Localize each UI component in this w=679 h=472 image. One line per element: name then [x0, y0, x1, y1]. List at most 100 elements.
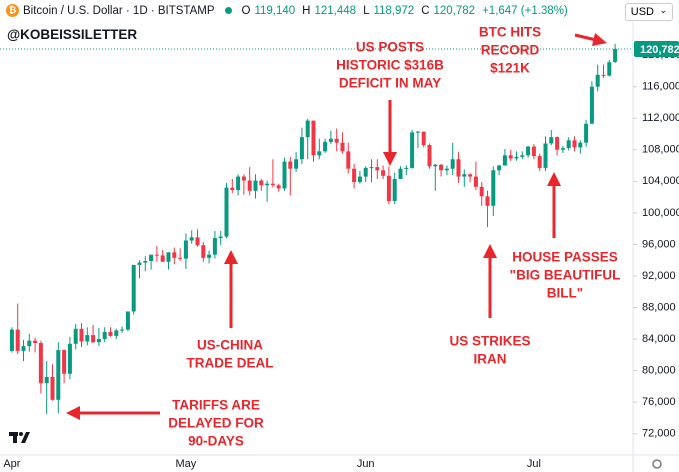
annotation: TARIFFS ARE — [172, 398, 260, 413]
candle-body — [398, 168, 403, 179]
annotation: "BIG BEAUTIFUL — [510, 268, 621, 283]
candle-body — [85, 335, 90, 342]
y-tick-label: 92,000 — [642, 270, 676, 282]
candle-body — [62, 350, 67, 374]
ohlc-label: C — [421, 4, 430, 17]
candle-body — [456, 159, 461, 177]
candle-body — [613, 48, 618, 62]
dropdown-caret: ⌄ — [659, 5, 667, 15]
candle-body — [183, 240, 188, 259]
candle-body — [531, 146, 536, 157]
x-tick-label: May — [176, 458, 197, 470]
candle-body — [392, 178, 397, 202]
candle-body — [410, 132, 415, 168]
candle-body — [102, 331, 107, 340]
annotation: BTC HITS — [479, 25, 541, 40]
candle-body — [224, 187, 229, 237]
watermark: @KOBEISSILETTER — [7, 27, 138, 42]
annotation: HISTORIC $316B — [336, 58, 444, 73]
x-tick-label: Jun — [357, 458, 375, 470]
change: +1,647 (+1.38%) — [482, 4, 568, 17]
y-tick-label: 72,000 — [642, 428, 676, 440]
candle-body — [595, 74, 600, 87]
candles — [9, 43, 618, 414]
candle-body — [386, 175, 391, 202]
candle-body — [265, 183, 270, 186]
candle-body — [149, 254, 154, 261]
candle-body — [427, 145, 432, 167]
top-bar: ₿ Bitcoin / U.S. Dollar · 1D · BITSTAMP … — [6, 4, 571, 17]
candle-body — [584, 123, 589, 143]
candle-body — [299, 137, 304, 160]
candle-body — [566, 140, 571, 149]
candle-body — [497, 165, 502, 171]
candle-body — [444, 168, 449, 171]
last-price-tag — [634, 40, 679, 57]
candle-body — [212, 238, 217, 255]
candle-body — [572, 140, 577, 148]
candle-body — [381, 170, 386, 176]
candle-body — [433, 164, 438, 167]
annotation: TRADE DEAL — [187, 356, 274, 371]
candle-body — [96, 339, 101, 343]
x-tick-label: Apr — [3, 458, 20, 470]
settings-icon[interactable] — [652, 459, 662, 469]
y-tick-label: 116,000 — [642, 81, 679, 93]
candle-body — [201, 245, 206, 258]
candle-body — [56, 350, 61, 400]
candle-body — [317, 151, 322, 156]
candle-body — [44, 376, 49, 384]
candle-body — [114, 330, 119, 336]
y-tick-label: 104,000 — [642, 175, 679, 187]
candle-body — [253, 180, 258, 191]
candle-body — [288, 161, 293, 169]
last-price-label: 120,782 — [640, 44, 679, 56]
candle-body — [131, 264, 136, 312]
annotation: US POSTS — [356, 40, 424, 55]
candle-body — [91, 335, 96, 343]
annotation: BILL" — [547, 286, 583, 301]
ohlc-label: O — [241, 4, 251, 17]
candle-body — [276, 185, 281, 189]
symbol: Bitcoin / U.S. Dollar · 1D · BITSTAMP — [23, 4, 215, 17]
y-tick-label: 88,000 — [642, 301, 676, 313]
status-dot — [224, 7, 232, 14]
candle-body — [468, 174, 473, 177]
candle-body — [172, 252, 177, 258]
candle-body — [207, 254, 212, 258]
candle-body — [491, 170, 496, 206]
candle-body — [334, 138, 339, 143]
candle-body — [543, 143, 548, 168]
candle-body — [473, 176, 478, 187]
annotation: US-CHINA — [197, 338, 263, 353]
candle-body — [450, 159, 455, 169]
candle-body — [375, 167, 380, 171]
candle-body — [160, 255, 165, 262]
candle-body — [137, 262, 142, 265]
candle-body — [346, 151, 351, 169]
candle-body — [73, 328, 78, 344]
candle-body — [195, 237, 200, 246]
candle-body — [549, 137, 554, 144]
candle-body — [462, 174, 467, 177]
ohlc-value: 120,782 — [433, 4, 476, 17]
candle-body — [15, 329, 20, 351]
candle-body — [218, 236, 223, 239]
candle-body — [154, 254, 159, 256]
annotation: DEFICIT IN MAY — [339, 76, 441, 91]
candle-body — [520, 155, 525, 157]
annotation: RECORD — [481, 43, 540, 58]
y-tick-label: 76,000 — [642, 396, 676, 408]
candle-body — [369, 167, 374, 169]
candle-body — [323, 141, 328, 152]
candle-body — [294, 159, 299, 169]
candle-body — [305, 120, 310, 138]
y-tick-label: 100,000 — [642, 207, 679, 219]
candle-body — [328, 138, 333, 142]
candle-body — [79, 328, 84, 342]
candle-body — [259, 180, 264, 186]
annotation: HOUSE PASSES — [512, 250, 618, 265]
currency-select[interactable]: USD ⌄ — [624, 3, 673, 21]
annotation: 90-DAYS — [188, 434, 244, 449]
candle-body — [357, 176, 362, 183]
